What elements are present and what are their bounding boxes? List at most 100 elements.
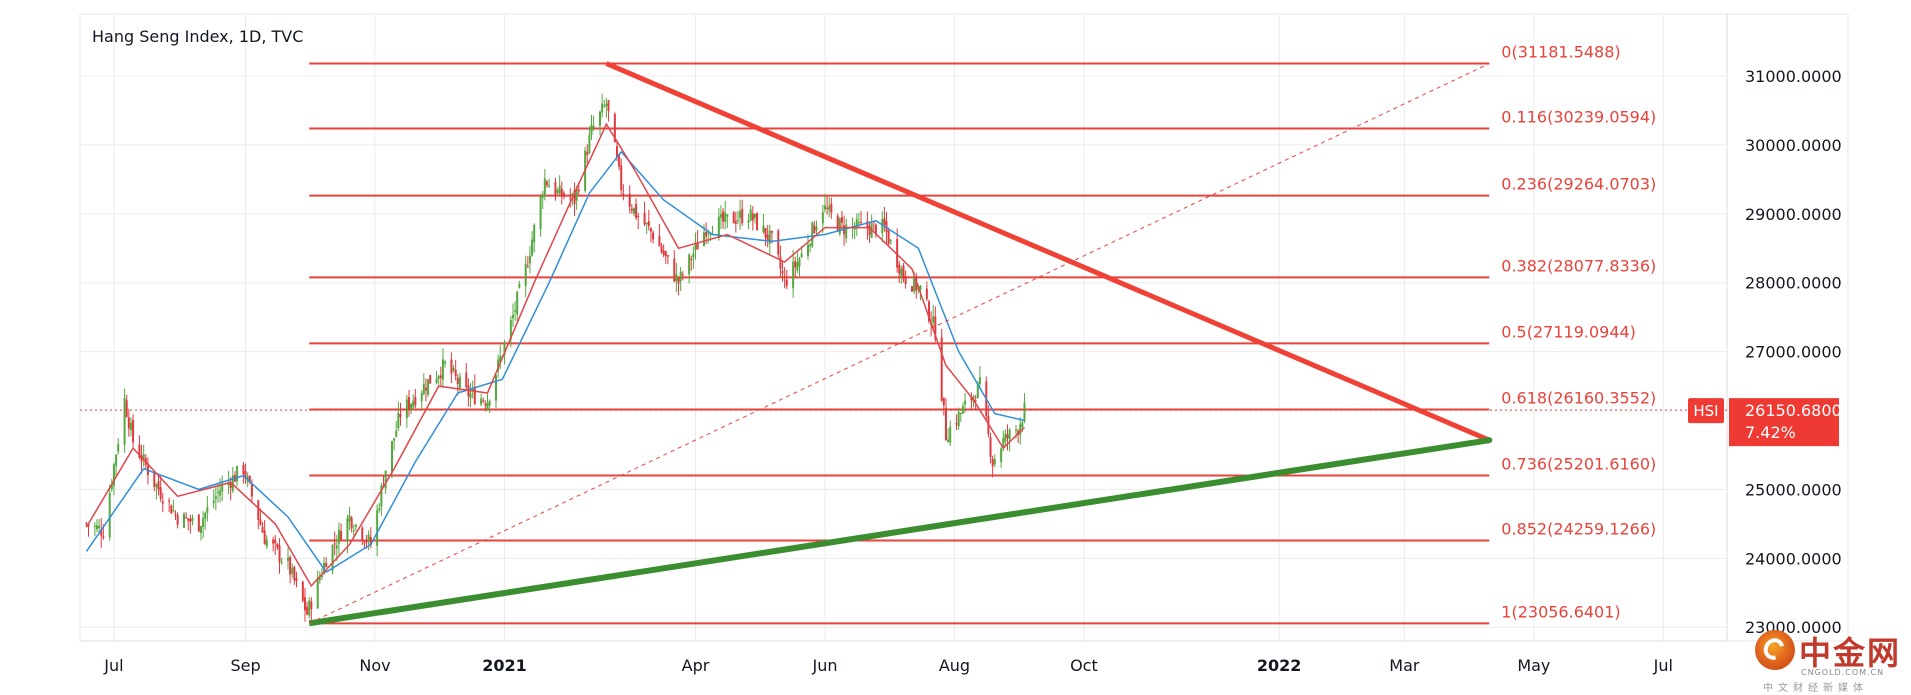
last-price-change: 7.42% (1745, 423, 1796, 442)
candle-body (806, 244, 809, 257)
candle-body (127, 417, 130, 429)
candle-body (726, 214, 729, 217)
candle-body (932, 316, 935, 323)
candle-body (615, 146, 618, 158)
fib-level-label: 0.382(28077.8336) (1501, 256, 1656, 275)
candle-body (826, 207, 829, 209)
candle-body (435, 378, 438, 384)
candle-body (732, 212, 735, 224)
candle-body (117, 443, 120, 452)
y-tick-label: 29000.0000 (1745, 205, 1842, 224)
candle-body (216, 492, 219, 494)
candle-body (1019, 424, 1022, 435)
candle-body (694, 242, 697, 251)
candle-body (301, 581, 304, 601)
candle-body (709, 233, 712, 235)
candle-body (456, 378, 459, 384)
candle-body (153, 471, 156, 487)
candle-body (378, 508, 381, 511)
candle-body (248, 476, 251, 483)
candle-body (707, 232, 710, 234)
candle-body (978, 377, 981, 384)
x-tick-label: 2022 (1257, 656, 1302, 675)
candle-body (191, 517, 194, 521)
candle-body (361, 527, 364, 542)
candle-body (1000, 448, 1003, 462)
x-tick-label: May (1517, 656, 1550, 675)
candle-body (174, 513, 177, 515)
candle-body (85, 523, 88, 525)
candle-body (494, 375, 497, 401)
candle-body (785, 279, 788, 286)
candle-body (1021, 422, 1024, 428)
trendline-apex (1486, 437, 1493, 444)
candle-body (410, 403, 413, 409)
fib-level-label: 0.116(30239.0594) (1501, 107, 1656, 126)
candle-body (444, 361, 447, 364)
candle-body (93, 525, 96, 527)
last-price-value: 26150.6800 (1745, 401, 1842, 420)
candle-body (955, 423, 958, 425)
candle-body (571, 193, 574, 197)
fib-diagonal-trendline (309, 63, 1490, 624)
candle-body (993, 459, 996, 465)
fib-level-label: 0(31181.5488) (1501, 43, 1620, 62)
candle-body (719, 214, 722, 218)
candle-body (588, 134, 591, 153)
candle-body (202, 518, 205, 528)
candle-body (405, 399, 408, 418)
candle-body (138, 444, 141, 458)
candle-body (212, 500, 215, 504)
candle-body (896, 239, 899, 268)
candle-body (331, 544, 334, 571)
candle-body (231, 475, 234, 491)
candle-body (762, 225, 765, 233)
candle-body (176, 515, 179, 525)
candle-body (407, 397, 410, 410)
candle-body (1008, 429, 1011, 440)
candle-body (736, 219, 739, 221)
candle-body (471, 389, 474, 392)
candle-body (944, 407, 947, 441)
candle-body (838, 218, 841, 234)
candle-body (197, 514, 200, 532)
candle-body (902, 265, 905, 280)
candle-body (607, 100, 610, 112)
candle-body (569, 197, 572, 199)
candle-body (480, 398, 483, 405)
grid (79, 13, 1849, 642)
candle-body (881, 218, 884, 234)
candle-body (618, 155, 621, 167)
x-tick-label: 2021 (482, 656, 527, 675)
candle-body (603, 105, 606, 107)
candle-body (242, 464, 245, 475)
candle-body (499, 356, 502, 363)
candle-body (590, 124, 593, 135)
candle-body (868, 225, 871, 236)
candle-body (452, 368, 455, 371)
candle-body (204, 513, 207, 519)
fib-level-label: 0.236(29264.0703) (1501, 175, 1656, 194)
candle-body (340, 531, 343, 541)
moving-average-slow (85, 150, 1025, 574)
x-tick-label: Jun (811, 656, 837, 675)
candle-body (100, 529, 103, 536)
candle-body (229, 482, 232, 489)
candle-body (219, 490, 222, 496)
cngold-logo-icon (1755, 630, 1795, 670)
candle-body (562, 192, 565, 197)
candle-body (749, 209, 752, 221)
candle-body (318, 577, 321, 581)
candle-body (989, 437, 992, 458)
candle-body (168, 500, 171, 502)
candle-body (874, 224, 877, 235)
candle-body (261, 526, 264, 533)
chart-title: Hang Seng Index, 1D, TVC (92, 27, 304, 46)
candle-body (558, 185, 561, 194)
candle-body (620, 165, 623, 191)
candle-body (157, 481, 160, 490)
candle-body (390, 441, 393, 473)
fib-level-label: 0.5(27119.0944) (1501, 322, 1636, 341)
x-tick-label: Jul (103, 656, 123, 675)
